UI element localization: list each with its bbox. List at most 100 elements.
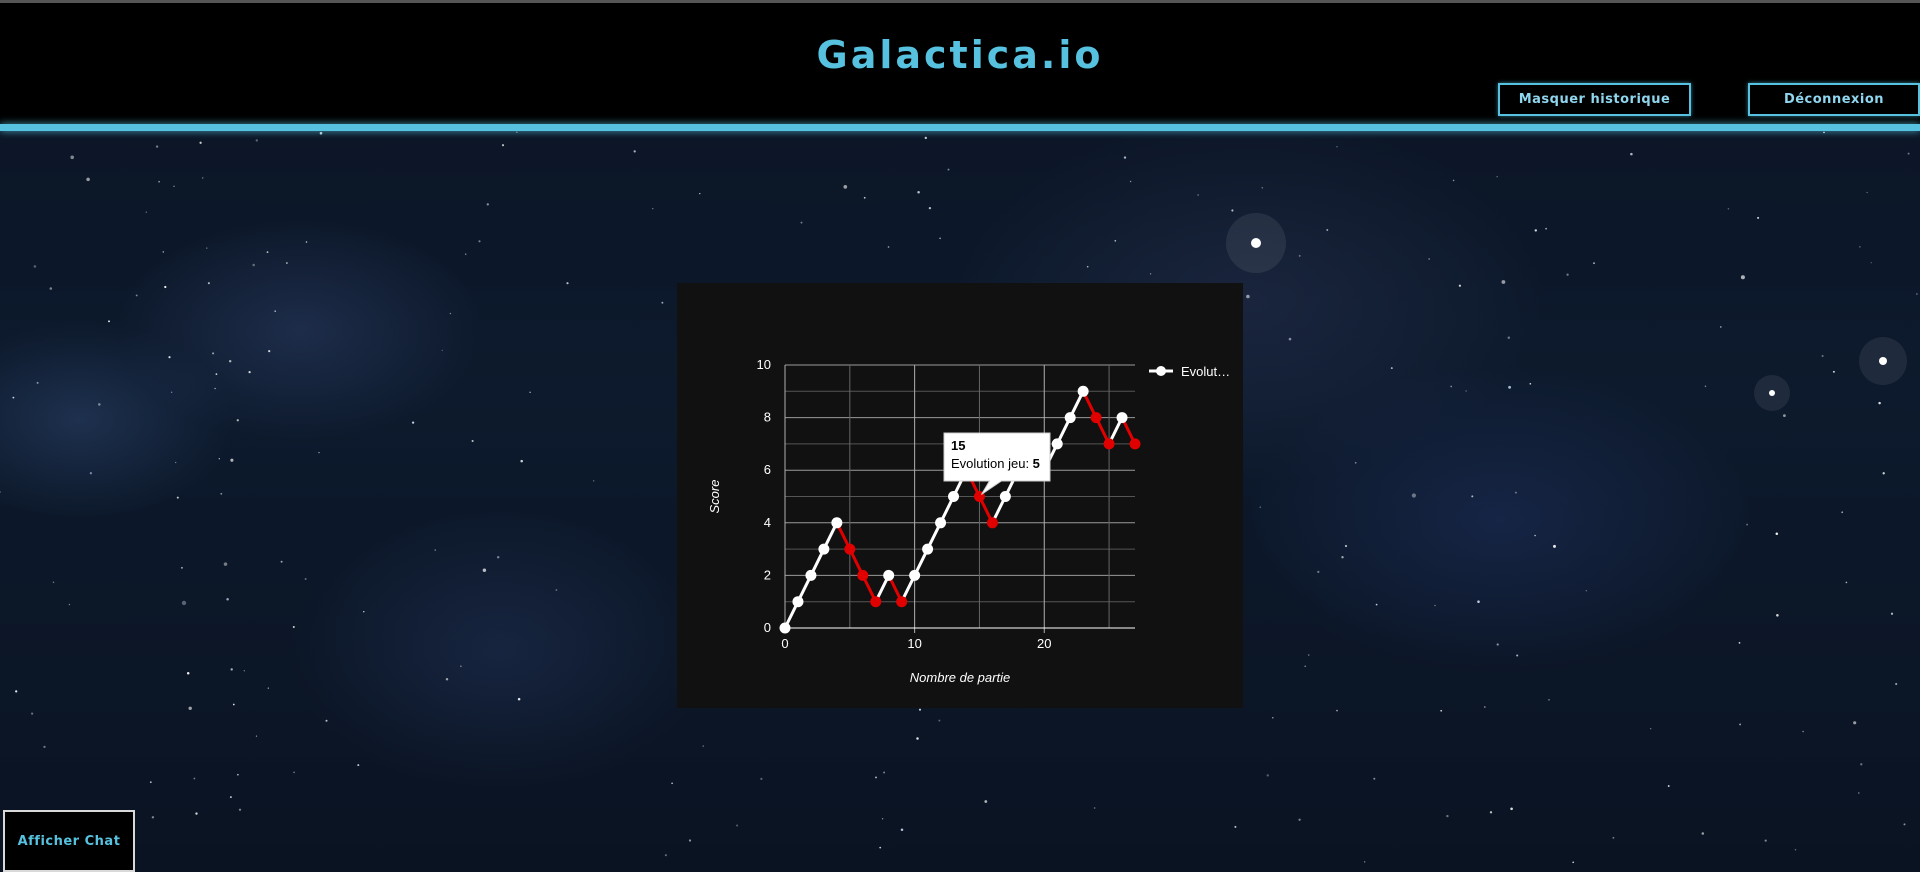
star: [305, 241, 308, 243]
star: [1375, 603, 1378, 606]
star: [33, 265, 37, 268]
bright-star: [1879, 357, 1887, 365]
data-point[interactable]: [1051, 438, 1063, 450]
star: [1272, 717, 1274, 719]
y-axis-title: Score: [707, 480, 722, 514]
star: [1704, 385, 1707, 388]
score-line-chart[interactable]: 0 2 4 6 8 10 0 10 20 Score Nombre de partie Evol…: [677, 283, 1243, 708]
star: [516, 131, 518, 133]
data-point[interactable]: [1116, 412, 1128, 424]
star: [175, 461, 177, 464]
star: [1411, 493, 1416, 498]
data-point[interactable]: [883, 569, 895, 581]
star: [1477, 600, 1480, 603]
data-point[interactable]: [999, 491, 1011, 502]
star: [1916, 293, 1918, 295]
star: [1373, 777, 1376, 780]
star: [1507, 336, 1511, 340]
data-point[interactable]: [896, 596, 908, 608]
star: [1508, 385, 1512, 389]
star: [188, 706, 192, 711]
star: [1802, 730, 1804, 733]
data-point[interactable]: [1064, 412, 1076, 424]
star: [1841, 511, 1844, 514]
star: [1288, 337, 1292, 341]
star: [108, 320, 110, 323]
star: [1650, 728, 1652, 730]
star: [318, 451, 320, 454]
star: [68, 603, 71, 606]
star: [232, 703, 235, 706]
star: [1612, 836, 1615, 839]
star: [31, 712, 34, 715]
star: [86, 177, 90, 182]
star: [1701, 832, 1705, 835]
data-point[interactable]: [948, 491, 960, 502]
star: [924, 136, 927, 140]
data-point[interactable]: [870, 596, 882, 608]
star: [1093, 807, 1096, 809]
data-point[interactable]: [986, 517, 998, 529]
star: [1764, 839, 1767, 842]
data-point[interactable]: [1090, 412, 1102, 424]
data-point[interactable]: [935, 517, 947, 529]
star: [252, 263, 255, 267]
star: [1471, 495, 1474, 498]
data-point[interactable]: [818, 543, 830, 555]
legend-marker: [1156, 366, 1166, 376]
star: [357, 764, 360, 767]
data-point[interactable]: [1077, 385, 1089, 397]
star: [325, 719, 328, 722]
star: [800, 221, 803, 224]
star: [1197, 194, 1199, 196]
starfield-background: [0, 131, 1918, 864]
show-chat-button[interactable]: Afficher Chat: [3, 810, 135, 872]
star: [223, 562, 228, 566]
data-point[interactable]: [831, 517, 843, 529]
data-point[interactable]: [1103, 438, 1115, 450]
data-point[interactable]: [1129, 438, 1141, 450]
star: [688, 839, 692, 842]
star: [1823, 131, 1825, 134]
hide-history-button[interactable]: Masquer historique: [1498, 83, 1691, 116]
data-point[interactable]: [857, 569, 869, 581]
star: [1261, 186, 1264, 189]
data-point[interactable]: [805, 569, 817, 581]
star: [214, 387, 216, 390]
star: [1727, 207, 1730, 210]
star: [1483, 706, 1486, 708]
star: [1548, 698, 1550, 701]
chart-tooltip: 15 Evolution jeu: 5: [943, 432, 1051, 495]
star: [1516, 654, 1519, 657]
star: [863, 196, 866, 199]
y-tick-label: 6: [764, 462, 771, 477]
star: [1514, 491, 1517, 494]
chart-series-points[interactable]: [779, 385, 1141, 634]
star: [486, 203, 489, 206]
star: [176, 496, 179, 499]
star: [1259, 506, 1262, 509]
star: [938, 719, 941, 722]
star: [1903, 823, 1906, 826]
data-point[interactable]: [909, 569, 921, 581]
star: [699, 192, 701, 195]
star: [736, 824, 739, 827]
star: [206, 247, 208, 249]
star: [149, 781, 152, 784]
data-point[interactable]: [922, 543, 934, 555]
star: [1336, 146, 1338, 148]
star: [1775, 532, 1779, 536]
star: [843, 185, 848, 189]
star: [243, 670, 245, 672]
chart-legend[interactable]: Evolut…: [1149, 364, 1230, 379]
star: [274, 310, 276, 312]
data-point[interactable]: [779, 622, 791, 634]
data-point[interactable]: [844, 543, 856, 555]
logout-button[interactable]: Déconnexion: [1748, 83, 1920, 116]
star: [1667, 785, 1670, 787]
star: [947, 168, 950, 171]
star: [1390, 367, 1393, 370]
star: [170, 391, 173, 393]
star: [230, 668, 233, 671]
data-point[interactable]: [792, 596, 804, 608]
